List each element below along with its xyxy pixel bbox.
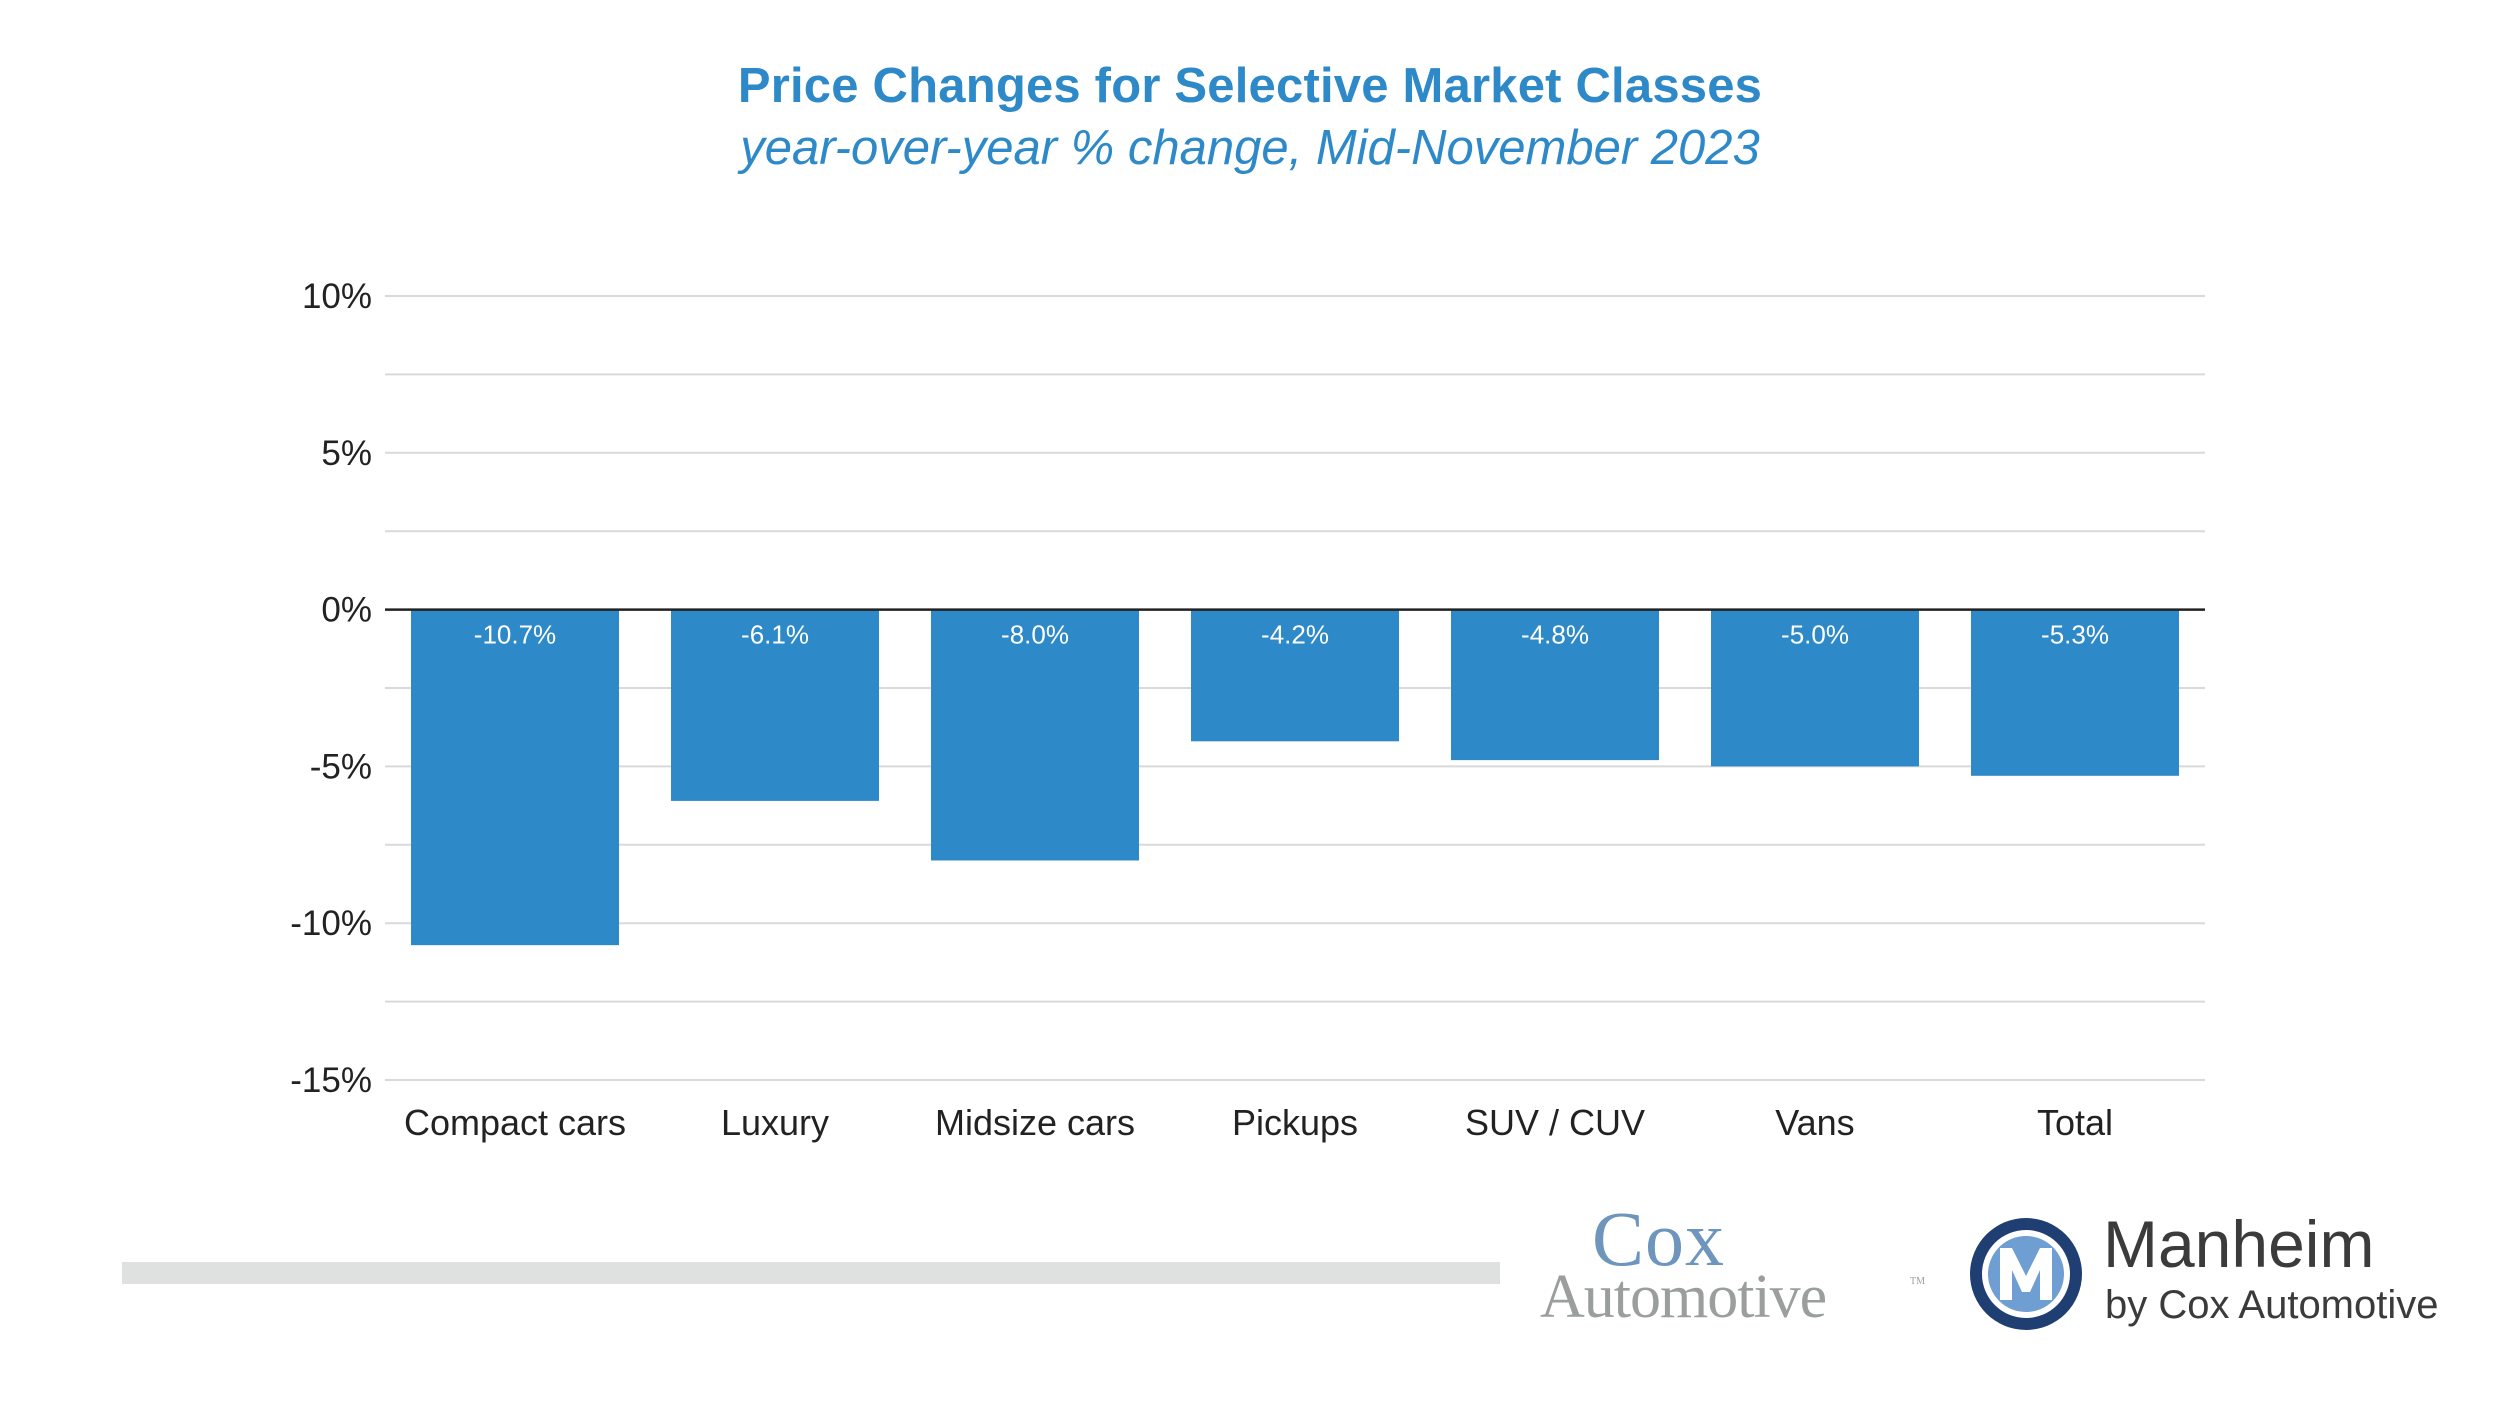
data-label: -6.1% xyxy=(741,620,809,650)
bar-total xyxy=(1971,609,2179,776)
chart-subtitle: year-over-year % change, Mid-November 20… xyxy=(740,121,1760,175)
manheim-logo-icon xyxy=(1970,1218,2082,1330)
x-category-label: Compact cars xyxy=(404,1102,626,1143)
x-category-label: Total xyxy=(2037,1102,2113,1143)
bar-compact-cars xyxy=(411,609,619,946)
data-label: -5.0% xyxy=(1781,620,1849,650)
x-category-label: SUV / CUV xyxy=(1465,1102,1645,1143)
data-label: -8.0% xyxy=(1001,620,1069,650)
y-tick-label: -15% xyxy=(290,1061,372,1100)
bars xyxy=(411,609,2179,946)
y-tick-label: 5% xyxy=(321,434,372,473)
x-category-label: Pickups xyxy=(1232,1102,1358,1143)
footer-divider-bar xyxy=(122,1262,1500,1284)
cox-automotive-logo: Cox Automotive TM xyxy=(1540,1200,1960,1340)
y-tick-label: 0% xyxy=(321,591,372,630)
cox-logo-automotive: Automotive xyxy=(1540,1263,1827,1331)
data-label: -4.8% xyxy=(1521,620,1589,650)
chart-title: Price Changes for Selective Market Class… xyxy=(737,59,1763,113)
y-tick-label: 10% xyxy=(302,277,372,316)
labels: 10% 5% 0% -5% -10% -15% -10.7% Compact cars -6.1… xyxy=(290,277,2113,1143)
bar-suv-cuv xyxy=(1451,609,1659,761)
y-tick-label: -10% xyxy=(290,904,372,943)
y-tick-label: -5% xyxy=(310,747,372,786)
bar-pickups xyxy=(1191,609,1399,742)
data-label: -5.3% xyxy=(2041,620,2109,650)
cox-logo-wordmark: Cox xyxy=(1592,1195,1726,1282)
x-category-label: Midsize cars xyxy=(935,1102,1135,1143)
x-category-label: Vans xyxy=(1775,1102,1854,1143)
x-category-label: Luxury xyxy=(721,1102,829,1143)
manheim-logo-subtitle: by Cox Automotive xyxy=(2105,1283,2439,1327)
bar-vans xyxy=(1711,609,1919,767)
data-label: -4.2% xyxy=(1261,620,1329,650)
manheim-logo-name: Manheim xyxy=(2103,1207,2375,1281)
cox-logo-trademark: TM xyxy=(1910,1276,1925,1287)
data-label: -10.7% xyxy=(474,620,556,650)
bar-luxury xyxy=(671,609,879,801)
bar-midsize-cars xyxy=(931,609,1139,861)
